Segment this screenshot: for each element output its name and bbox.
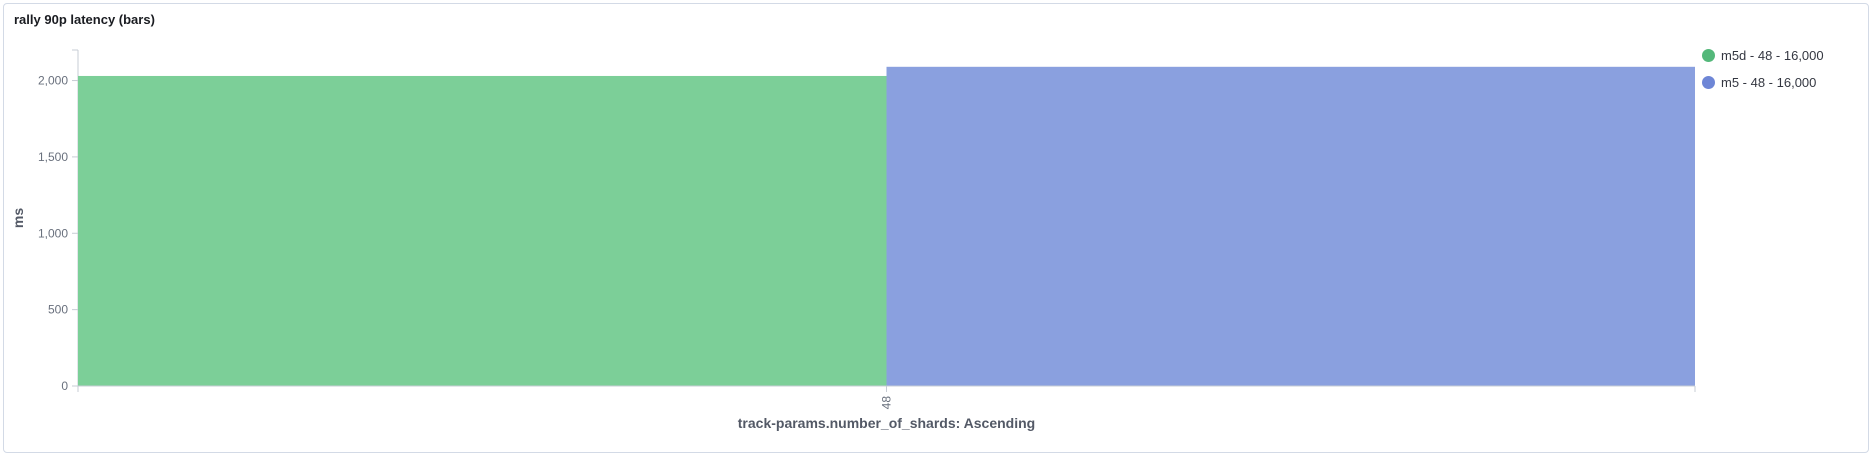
legend-item-m5d[interactable]: m5d - 48 - 16,000	[1702, 42, 1824, 69]
y-tick-label: 0	[61, 379, 68, 393]
y-axis: 0 500 1,000 1,500 2,000	[38, 49, 79, 393]
legend-item-m5[interactable]: m5 - 48 - 16,000	[1702, 69, 1824, 96]
y-axis-title: ms	[10, 208, 26, 228]
y-tick-label: 1,000	[38, 226, 68, 240]
legend-dot-icon	[1702, 76, 1715, 89]
y-tick-label: 1,500	[38, 150, 68, 164]
x-tick-label: 48	[880, 396, 894, 410]
y-tick-label: 2,000	[38, 74, 68, 88]
x-axis-title: track-params.number_of_shards: Ascending	[738, 415, 1035, 431]
chart-legend: m5d - 48 - 16,000 m5 - 48 - 16,000	[1702, 42, 1824, 96]
legend-dot-icon	[1702, 49, 1715, 62]
legend-label: m5d - 48 - 16,000	[1721, 48, 1824, 63]
bars	[78, 66, 1696, 387]
y-tick-label: 500	[48, 303, 68, 317]
bar-m5d[interactable]	[78, 75, 887, 387]
bar-m5[interactable]	[886, 66, 1696, 387]
legend-label: m5 - 48 - 16,000	[1721, 75, 1817, 90]
x-axis: 48	[77, 385, 1696, 410]
panel-title: rally 90p latency (bars)	[14, 12, 155, 27]
